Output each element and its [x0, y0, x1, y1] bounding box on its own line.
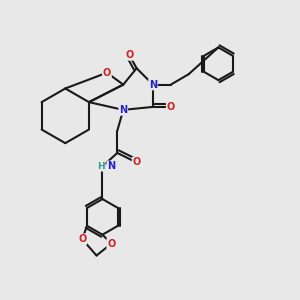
Text: N: N — [149, 80, 157, 90]
Text: N: N — [107, 161, 116, 171]
Text: O: O — [107, 238, 116, 249]
Text: O: O — [133, 158, 141, 167]
Text: O: O — [103, 68, 111, 78]
Text: N: N — [119, 105, 127, 115]
Text: O: O — [167, 102, 175, 112]
Text: O: O — [125, 50, 133, 60]
Text: O: O — [78, 234, 86, 244]
Text: H: H — [97, 162, 105, 171]
